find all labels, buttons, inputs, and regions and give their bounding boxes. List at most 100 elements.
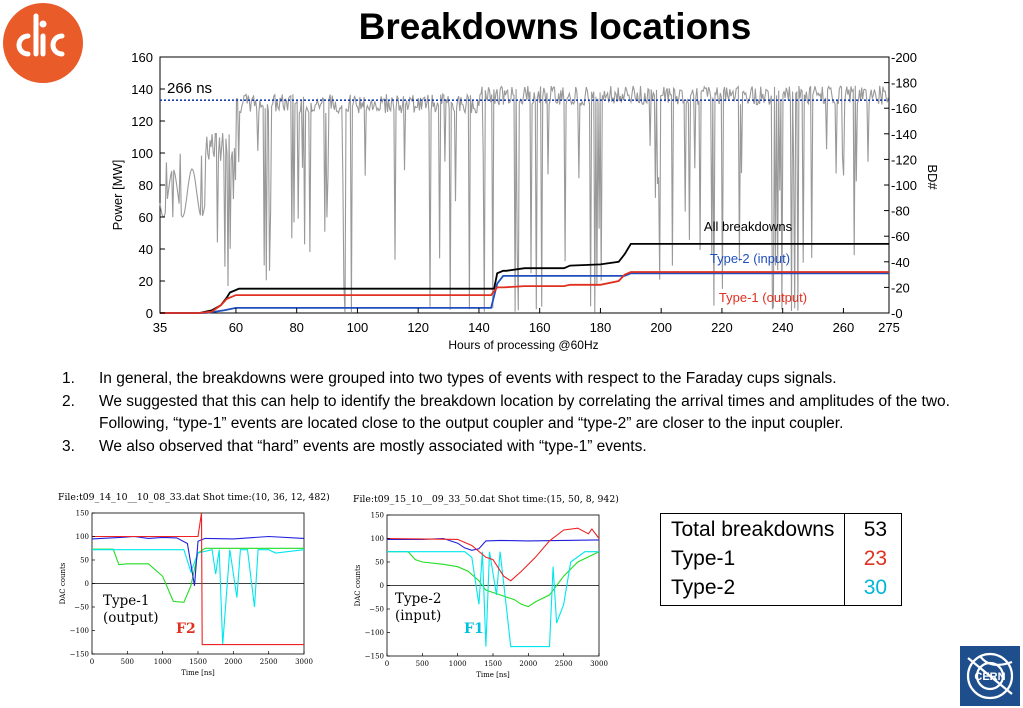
series-line-3 [160,271,889,314]
y-left-tick-label: 80 [139,178,153,193]
y-tick-label: 100 [371,535,384,543]
x-tick-label: 1500 [189,658,207,666]
faraday-cup-label: F2 [176,621,196,637]
faraday-cup-chart-type-1: File:t09_14_10__10_08_33.dat Shot time:(… [58,492,330,677]
event-type-annotation: (output) [103,610,159,626]
y-right-tick-label: -80 [891,204,910,219]
y-axis-label-right: BD# [925,164,940,190]
legend-entry: All breakdowns [704,219,793,234]
event-type-annotation: (input) [395,608,441,624]
note-item: 2. We suggested that this can help to ide… [62,392,950,433]
x-tick-label: 60 [229,320,243,335]
y-tick-label: 150 [371,512,384,520]
x-tick-label: 220 [711,320,733,335]
y-tick-label: −150 [70,651,89,659]
x-tick-label: 1000 [154,658,172,666]
y-tick-label: 0 [85,580,89,588]
event-type-annotation: Type-2 [395,591,441,607]
chart-title: File:t09_14_10__10_08_33.dat Shot time:(… [58,492,330,503]
y-right-tick-label: -100 [891,178,917,193]
y-tick-label: 150 [76,510,89,518]
y-axis-label-left: Power [MW] [110,160,125,231]
y-tick-label: −50 [369,606,384,614]
y-tick-label: 100 [76,533,89,541]
x-tick-label: 0 [90,658,94,666]
x-axis-label: Hours of processing @60Hz [448,338,598,352]
y-tick-label: 0 [380,582,384,590]
x-tick-label: 0 [385,660,389,668]
total-value: 53 [863,518,888,541]
y-right-tick-label: -20 [891,280,910,295]
svg-text:CERN: CERN [974,671,1005,683]
y-tick-label: −100 [70,627,89,635]
x-tick-label: 1500 [484,660,502,668]
series-line-2 [160,272,889,314]
x-tick-label: 160 [529,320,551,335]
notes-list: 1. In general, the breakdowns were groupe… [62,368,982,458]
signal-line-4 [386,527,600,582]
cern-logo: CERN [960,646,1020,706]
x-tick-label: 2500 [260,658,278,666]
y-left-tick-label: 40 [139,242,153,257]
y-tick-label: −50 [74,604,89,612]
chart-title: File:t09_15_10__09_33_50.dat Shot time:(… [353,494,619,505]
y-right-tick-label: -160 [891,101,917,116]
y-axis-label: DAC counts [354,564,362,606]
faraday-cup-chart-type-2: File:t09_15_10__09_33_50.dat Shot time:(… [353,494,619,679]
x-tick-label: 3000 [295,658,313,666]
note-item: 3. We also observed that “hard” events ar… [62,437,647,455]
y-tick-label: 50 [80,557,89,565]
type-2-label: Type-2 [660,572,846,606]
x-tick-label: 2500 [555,660,573,668]
y-left-tick-label: 120 [131,114,153,129]
x-axis-label: Time [ns] [476,671,510,679]
type-1-label: Type-1 [660,543,846,572]
y-tick-label: 50 [375,559,384,567]
y-left-tick-label: 20 [139,274,153,289]
signal-line-2 [387,551,599,648]
type-1-value: 23 [863,547,888,570]
reference-line-label: 266 ns [167,80,212,97]
y-right-tick-label: -0 [891,306,903,321]
y-left-tick-label: 160 [131,50,153,65]
x-tick-label: 100 [347,320,369,335]
x-tick-label: 80 [289,320,303,335]
y-tick-label: −100 [365,629,384,637]
x-tick-label: 275 [878,320,900,335]
table-row: Total breakdowns 53 [660,513,902,543]
x-tick-label: 2000 [519,660,537,668]
event-type-annotation: Type-1 [103,593,149,609]
breakdown-summary-table: Total breakdowns 53 Type-1 23 Type-2 30 [660,513,903,606]
x-tick-label: 35 [153,320,167,335]
x-tick-label: 3000 [590,660,608,668]
y-left-tick-label: 0 [146,306,153,321]
y-axis-label: DAC counts [59,562,67,604]
faraday-cup-label: F1 [464,621,484,637]
y-right-tick-label: -60 [891,229,910,244]
clic-logo [3,3,83,83]
y-right-tick-label: -200 [891,50,917,65]
y-tick-label: −150 [365,653,384,661]
signal-line-4 [92,512,304,646]
legend-entry: Type-1 (output) [719,290,807,305]
table-row: Type-1 23 [660,543,902,572]
y-right-tick-label: -140 [891,127,917,142]
y-right-tick-label: -120 [891,152,917,167]
x-tick-label: 240 [772,320,794,335]
x-tick-label: 120 [407,320,429,335]
x-tick-label: 260 [833,320,855,335]
x-axis-label: Time [ns] [181,669,215,677]
x-tick-label: 140 [468,320,490,335]
x-tick-label: 500 [416,660,429,668]
y-right-tick-label: -40 [891,255,910,270]
x-tick-label: 200 [650,320,672,335]
page-title: Breakdowns locations [358,6,752,47]
x-tick-label: 1000 [449,660,467,668]
x-tick-label: 180 [590,320,612,335]
signal-line-2 [92,549,305,645]
total-label: Total breakdowns [660,513,846,543]
y-left-tick-label: 140 [131,82,153,97]
y-right-tick-label: -180 [891,76,917,91]
note-item: 1. In general, the breakdowns were groupe… [62,370,837,387]
x-tick-label: 2000 [224,658,242,666]
